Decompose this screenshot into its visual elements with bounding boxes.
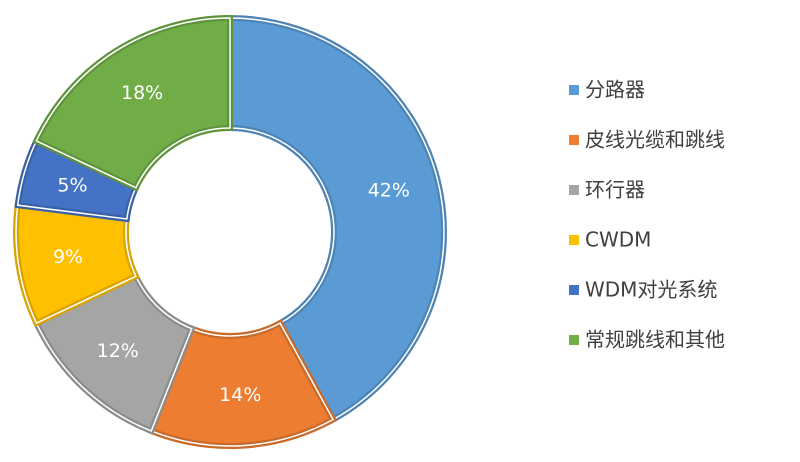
value-label: 12% (97, 340, 139, 362)
legend-marker (569, 285, 579, 295)
slice-gap (35, 17, 231, 189)
value-label: 5% (57, 175, 87, 197)
legend-label: 皮线光缆和跳线 (585, 128, 725, 152)
legend-label: 常规跳线和其他 (585, 328, 725, 352)
legend-marker (569, 235, 579, 245)
value-label: 14% (219, 384, 261, 406)
legend-marker (569, 85, 579, 95)
legend-label: CWDM (585, 228, 651, 252)
legend-marker (569, 135, 579, 145)
value-label: 18% (121, 82, 163, 104)
legend-label: 分路器 (585, 78, 645, 102)
legend-marker (569, 335, 579, 345)
legend-label: WDM对光系统 (585, 278, 717, 302)
slice-gap (229, 17, 445, 421)
slice-gap (150, 322, 335, 447)
legend-label: 环行器 (585, 178, 645, 202)
value-label: 9% (53, 246, 83, 268)
value-label: 42% (368, 180, 410, 202)
legend-marker (569, 185, 579, 195)
